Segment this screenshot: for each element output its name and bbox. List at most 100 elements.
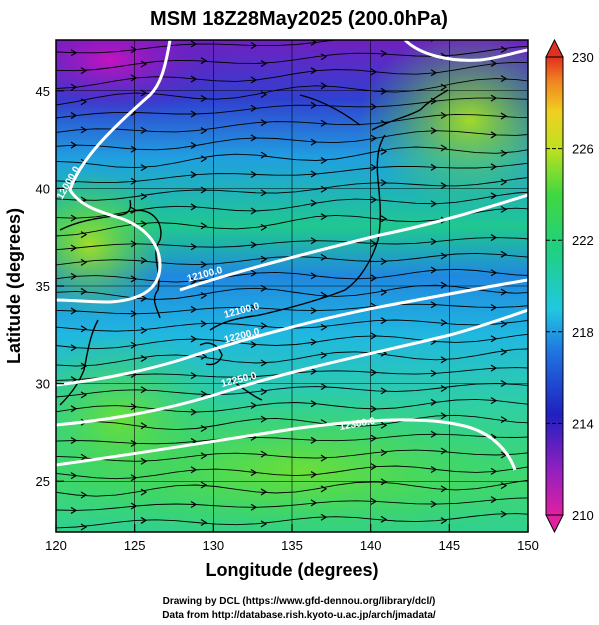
wind-arrowhead [250,401,258,410]
wind-arrowhead [490,59,498,67]
wind-arrowhead [310,436,318,444]
x-tick-label: 140 [360,538,382,553]
contour-12100 [179,193,528,292]
wind-arrowhead [380,87,388,95]
wind-arrowhead [80,258,88,266]
wind-arrowhead [130,46,138,54]
wind-arrowhead [190,141,198,149]
china-coast-north [59,199,132,231]
wind-arrowhead [200,222,208,230]
x-tick-label: 130 [202,538,224,553]
wind-arrowhead [200,261,208,269]
wind-arrowhead [80,231,88,239]
wind-arrowhead [70,214,78,222]
x-tick-label: 120 [45,538,67,553]
wind-arrowhead [440,319,448,327]
wind-arrowhead [130,341,138,349]
wind-arrowhead [260,59,268,67]
streamline [56,479,528,497]
wind-arrowhead [190,335,198,343]
wind-arrowhead [310,138,318,146]
wind-arrowhead [200,94,208,102]
wind-arrowhead [130,275,138,283]
y-tick-label: 35 [36,279,50,294]
wind-arrowhead [380,421,388,429]
field-minimum-region [56,40,230,120]
wind-arrowhead [260,255,268,263]
wind-arrowhead [440,281,448,289]
wind-arrowhead [500,112,508,120]
wind-arrowhead [260,450,268,458]
colorbar-tick-label: 218 [572,325,594,340]
wind-arrowhead [440,182,448,190]
wind-arrowhead [440,447,448,455]
footer-credit-drawing: Drawing by DCL (https://www.gfd-dennou.o… [163,596,436,607]
contour-12200 [56,278,528,387]
wind-arrowhead [500,149,508,157]
wind-arrowhead [190,305,198,313]
wind-arrowhead [70,83,78,91]
y-tick-label: 25 [36,474,50,489]
wind-arrowhead [70,112,78,120]
wind-arrowhead [260,284,268,292]
wind-arrowhead [440,252,448,260]
wind-arrowhead [490,163,498,171]
wind-arrowhead [440,517,448,525]
wind-arrowhead [380,387,388,395]
wind-arrowhead [310,101,318,109]
wind-arrowhead [490,335,498,343]
wind-arrowhead [370,405,378,413]
streamline [56,513,528,529]
wind-arrowhead [370,103,378,111]
wind-arrowhead [320,119,328,127]
wind-arrowhead [500,348,508,356]
wind-arrowhead [190,75,198,83]
field-maximum-region-west [56,170,170,320]
wind-arrowhead [310,170,318,178]
wind-arrowhead [260,322,268,330]
wind-arrowhead [130,439,138,447]
x-tick-label: 145 [438,538,460,553]
wind-arrowhead [130,310,138,318]
wind-arrowhead [491,32,496,38]
wind-arrowhead [380,449,388,457]
wind-arrowhead [310,499,318,507]
colorbar-tick-label: 214 [572,416,594,431]
wind-arrowhead [380,288,388,296]
wind-arrowhead [70,244,78,252]
wind-arrowhead [310,367,318,375]
wind-arrowhead [80,391,88,399]
wind-arrowhead [320,291,328,299]
wind-arrowhead [440,485,448,493]
wind-arrowhead [380,215,388,223]
wind-arrowhead [190,408,198,416]
wind-arrowhead [200,390,208,398]
wind-arrowhead [370,434,378,442]
wind-arrowhead [370,274,378,282]
kyushu-coast [199,342,223,366]
wind-arrowhead [380,257,388,265]
wind-arrowhead [190,203,198,211]
wind-arrowhead [250,241,258,249]
wind-arrowhead [80,523,88,531]
wind-arrowhead [130,474,138,482]
wind-arrowhead [370,463,378,471]
wind-arrowhead [370,332,378,340]
wind-arrowhead [80,325,88,333]
wind-arrowhead [320,454,328,462]
wind-arrowhead [500,288,508,296]
wind-arrowhead [80,453,88,461]
wind-arrowhead [440,144,448,152]
wind-arrowhead [310,400,318,408]
wind-arrowhead [440,385,448,393]
wind-arrowhead [260,119,268,127]
height-contours [56,40,528,471]
wind-arrowhead [371,40,372,41]
wind-arrowhead [200,155,208,163]
wind-arrowhead [70,49,78,57]
wind-arrowhead [490,303,498,312]
wind-arrowhead [500,416,508,424]
wind-arrowhead [200,424,208,432]
contour-12350 [403,40,528,62]
